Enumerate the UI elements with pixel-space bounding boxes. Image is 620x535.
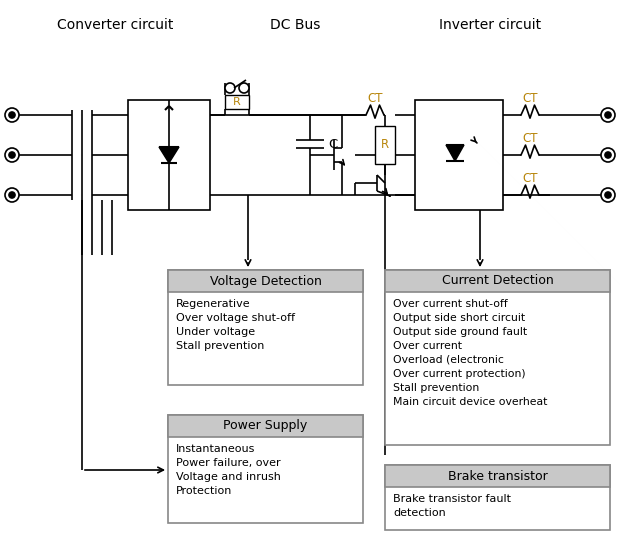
Bar	[385, 465, 610, 487]
Circle shape	[601, 108, 615, 122]
Text: Over voltage shut-off: Over voltage shut-off	[176, 313, 295, 323]
Polygon shape	[159, 147, 179, 163]
Text: CT: CT	[367, 93, 383, 105]
Bar	[415, 100, 503, 210]
Bar	[168, 270, 363, 292]
Text: Brake transistor fault: Brake transistor fault	[393, 494, 511, 504]
Text: Over current protection): Over current protection)	[393, 369, 526, 379]
Circle shape	[9, 152, 15, 158]
Circle shape	[605, 152, 611, 158]
Text: DC Bus: DC Bus	[270, 18, 320, 32]
Text: Regenerative: Regenerative	[176, 299, 250, 309]
Circle shape	[605, 112, 611, 118]
Text: Instantaneous: Instantaneous	[176, 444, 255, 454]
Text: Stall prevention: Stall prevention	[176, 341, 264, 351]
Bar	[385, 270, 610, 445]
Text: R: R	[381, 139, 389, 151]
Text: Over current shut-off: Over current shut-off	[393, 299, 508, 309]
Text: detection: detection	[393, 508, 446, 518]
Text: CT: CT	[522, 93, 538, 105]
Text: Inverter circuit: Inverter circuit	[439, 18, 541, 32]
Circle shape	[601, 188, 615, 202]
Text: CT: CT	[522, 133, 538, 146]
Text: R: R	[233, 97, 241, 107]
Bar	[385, 270, 610, 292]
Text: Output side ground fault: Output side ground fault	[393, 327, 527, 337]
Polygon shape	[446, 145, 464, 161]
Bar	[168, 415, 363, 437]
Bar	[168, 270, 363, 385]
Text: Current Detection: Current Detection	[441, 274, 554, 287]
Text: Power Supply: Power Supply	[223, 419, 308, 432]
Circle shape	[5, 108, 19, 122]
Bar	[128, 100, 210, 210]
Circle shape	[5, 148, 19, 162]
Text: Power failure, over: Power failure, over	[176, 458, 281, 468]
Text: Voltage and inrush: Voltage and inrush	[176, 472, 281, 482]
Bar	[385, 465, 610, 530]
Text: Brake transistor: Brake transistor	[448, 470, 547, 483]
Text: Converter circuit: Converter circuit	[57, 18, 173, 32]
Text: Under voltage: Under voltage	[176, 327, 255, 337]
Circle shape	[601, 148, 615, 162]
Circle shape	[605, 192, 611, 198]
Bar	[225, 95, 249, 109]
Text: CT: CT	[522, 172, 538, 186]
Circle shape	[239, 83, 249, 93]
Circle shape	[9, 112, 15, 118]
Circle shape	[9, 192, 15, 198]
Bar	[375, 126, 395, 164]
Text: Main circuit device overheat: Main circuit device overheat	[393, 397, 547, 407]
Text: Over current: Over current	[393, 341, 462, 351]
Text: Protection: Protection	[176, 486, 232, 496]
Text: Output side short circuit: Output side short circuit	[393, 313, 525, 323]
Text: Stall prevention: Stall prevention	[393, 383, 479, 393]
Text: C: C	[328, 137, 337, 150]
Bar	[168, 415, 363, 523]
Circle shape	[225, 83, 235, 93]
Text: Overload (electronic: Overload (electronic	[393, 355, 504, 365]
Circle shape	[5, 188, 19, 202]
Text: Voltage Detection: Voltage Detection	[210, 274, 321, 287]
